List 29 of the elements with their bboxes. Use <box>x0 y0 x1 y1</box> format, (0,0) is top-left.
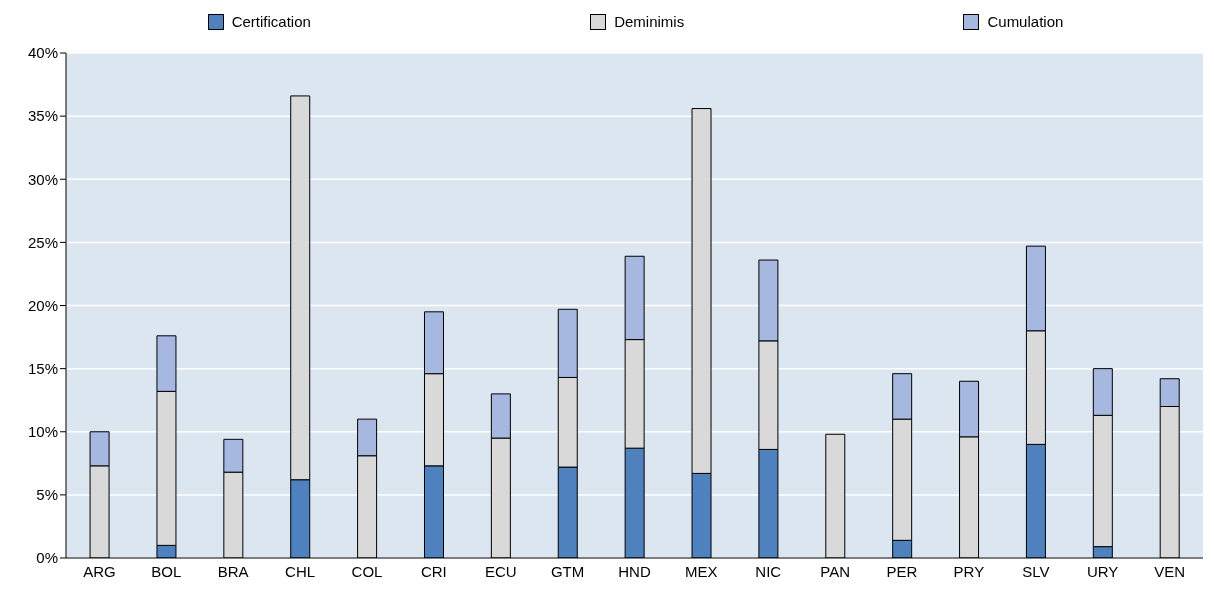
x-tick-label: VEN <box>1154 562 1185 580</box>
x-tick-label: CRI <box>420 562 447 580</box>
x-tick-label: ECU <box>484 562 517 580</box>
x-tick-label: CHL <box>285 562 316 580</box>
legend-label: Cumulation <box>987 13 1064 30</box>
y-tick-label: 20% <box>27 296 58 314</box>
x-tick-label: URY <box>1086 562 1119 580</box>
x-tick-label: ARG <box>83 562 116 580</box>
y-tick-label: 40% <box>27 44 58 62</box>
y-tick-label: 15% <box>27 359 58 377</box>
x-tick-label: COL <box>351 562 383 580</box>
x-tick-label: NIC <box>755 562 782 580</box>
x-tick-label: HND <box>618 562 651 580</box>
y-tick-label: 0% <box>36 549 58 567</box>
legend-label: Deminimis <box>614 13 685 30</box>
y-tick-label: 25% <box>27 233 58 251</box>
x-tick-label: PER <box>886 562 918 580</box>
y-tick-label: 5% <box>36 486 58 504</box>
x-tick-label: PRY <box>953 562 985 580</box>
x-tick-label: SLV <box>1022 562 1050 580</box>
x-tick-label: MEX <box>685 562 718 580</box>
x-tick-label: BRA <box>217 562 249 580</box>
legend-label: Certification <box>231 13 311 30</box>
x-tick-label: PAN <box>820 562 851 580</box>
y-tick-label: 35% <box>27 107 58 125</box>
x-tick-label: BOL <box>151 562 182 580</box>
y-tick-label: 10% <box>27 423 58 441</box>
y-tick-label: 30% <box>27 170 58 188</box>
x-tick-label: GTM <box>550 562 585 580</box>
